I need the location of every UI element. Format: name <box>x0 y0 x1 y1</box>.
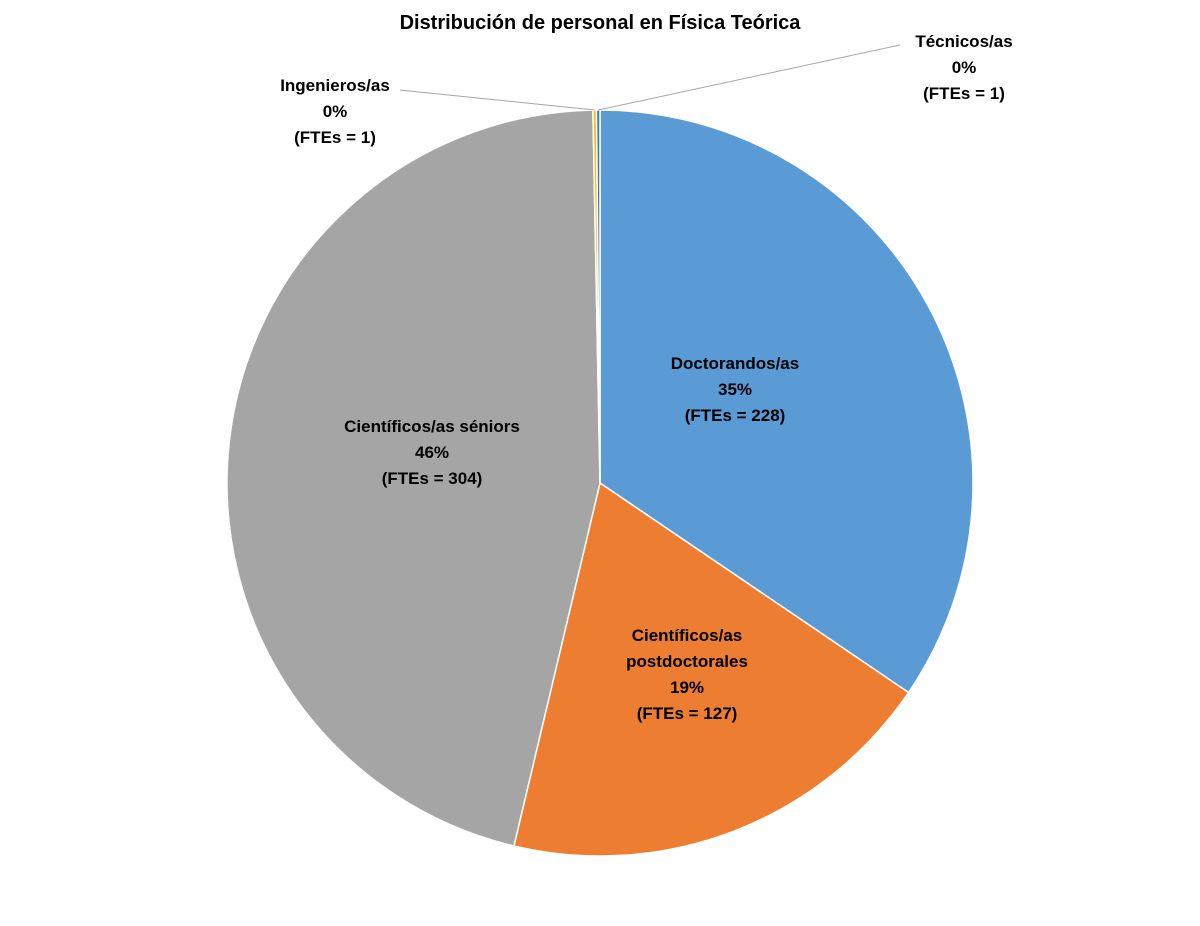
chart-title: Distribución de personal en Física Teóri… <box>399 12 801 34</box>
pie-slice <box>599 109 974 694</box>
pie-slice <box>513 481 910 857</box>
category-label: Ingenieros/as <box>280 76 390 95</box>
category-label: Doctorandos/as <box>670 354 800 373</box>
leader-line <box>598 44 901 111</box>
value-label: (FTEs = 1) <box>294 128 376 147</box>
pie-slice <box>226 109 601 847</box>
slice-label: Ingenieros/as 0% (FTEs = 1) <box>235 73 435 151</box>
slice-label: Doctorandos/as 35% (FTEs = 228) <box>625 351 845 429</box>
value-label: (FTEs = 1) <box>923 84 1005 103</box>
value-label: (FTEs = 304) <box>381 469 483 488</box>
percent-label: 46% <box>414 443 450 462</box>
percent-label: 19% <box>669 678 705 697</box>
category-label: Científicos/as séniors <box>344 417 520 436</box>
leader-line <box>399 89 595 111</box>
slice-label: Científicos/as postdoctorales 19% (FTEs = … <box>602 623 772 727</box>
slice-label: Científicos/as séniors 46% (FTEs = 304) <box>302 414 562 492</box>
value-label: (FTEs = 127) <box>636 704 738 723</box>
percent-label: 0% <box>951 58 977 77</box>
percent-label: 0% <box>322 102 348 121</box>
category-label: Científicos/as postdoctorales <box>626 626 748 671</box>
percent-label: 35% <box>717 380 753 399</box>
slice-label: Técnicos/as 0% (FTEs = 1) <box>864 29 1064 107</box>
category-label: Técnicos/as <box>915 32 1013 51</box>
value-label: (FTEs = 228) <box>684 406 786 425</box>
